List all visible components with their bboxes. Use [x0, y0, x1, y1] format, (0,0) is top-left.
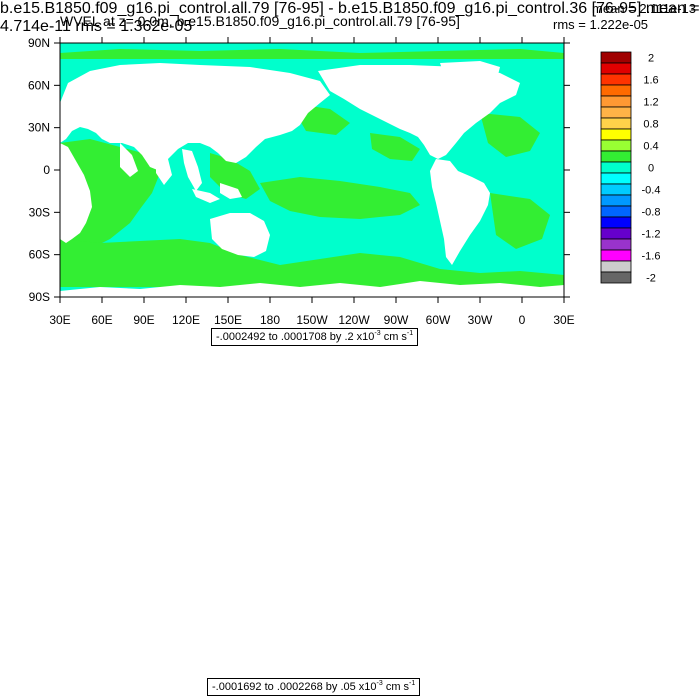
- panel-1-rms: rms = 1.222e-05: [553, 17, 648, 32]
- panel-1-x-tick-label: 120E: [172, 313, 200, 327]
- panel-1-colorbar-swatch: [600, 62, 632, 75]
- panel-2: b.e15.B1850.f09_g16.pi_control.all.79 [7…: [0, 0, 700, 35]
- panel-1-x-tick-label: 60E: [91, 313, 112, 327]
- panel-2-title: b.e15.B1850.f09_g16.pi_control.all.79 [7…: [0, 0, 642, 17]
- panel-1-colorbar-swatch: [600, 117, 632, 130]
- panel-1-colorbar: 2 1.6 1.2 0.8 0.4 0 -0.4 -0.8 -1.2 -1.6 -2: [600, 51, 661, 285]
- panel-2-mean: mean = 4.714e-11: [0, 0, 700, 35]
- panel-1-colorbar-label: 1.6: [643, 75, 658, 87]
- panel-1-colorbar-swatch: [600, 172, 632, 185]
- panel-1-colorbar-label: 1.2: [643, 97, 658, 109]
- panel-1-colorbar-swatch: [600, 73, 632, 86]
- panel-1-colorbar-swatch: [600, 227, 632, 240]
- panel-1-colorbar-swatch: [600, 205, 632, 218]
- panel-1: WVEL at z= 0.0m, b.e15.B1850.f09_g16.pi_…: [28, 1, 696, 327]
- panel-1-colorbar-swatch: [600, 216, 632, 229]
- panel-1-colorbar-swatch: [600, 95, 632, 108]
- panel-1-x-tick-label: 30W: [468, 313, 493, 327]
- panel-1-colorbar-swatch: [600, 249, 632, 262]
- panel-1-y-tick-label: 90N: [28, 36, 50, 50]
- panel-1-colorbar-label: -0.4: [642, 185, 661, 197]
- panel-1-map: [59, 42, 565, 299]
- panel-1-x-tick-label: 30E: [553, 313, 574, 327]
- panel-1-colorbar-swatch: [600, 260, 632, 273]
- panel-1-green-regions: [60, 49, 564, 287]
- panel-1-colorbar-label: -0.8: [642, 207, 661, 219]
- panel-1-x-tick-label: 0: [519, 313, 526, 327]
- panel-1-colorbar-swatch: [600, 139, 632, 152]
- panel-1-y-tick-label: 30S: [29, 205, 50, 219]
- panel-1-colorbar-label: -2: [646, 273, 656, 285]
- panel-1-x-tick-label: 150W: [296, 313, 328, 327]
- panel-1-title: WVEL at z= 0.0m, b.e15.B1850.f09_g16.pi_…: [60, 13, 460, 29]
- panel-1-colorbar-label: 2: [648, 53, 654, 65]
- panel-1-colorbar-label: 0.8: [643, 119, 658, 131]
- panel-1-axes: 30E 60E 90E 120E 150E 180 150W 120W 90W 60W 30W 0 30…: [28, 36, 575, 327]
- panel-1-x-tick-label: 90W: [384, 313, 409, 327]
- panel-1-x-tick-label: 180: [260, 313, 280, 327]
- panel-1-colorbar-swatch: [600, 128, 632, 141]
- panel-1-colorbar-label: -1.6: [642, 251, 661, 263]
- panel-1-colorbar-label: 0.4: [643, 141, 658, 153]
- panel-1-colorbar-swatch: [600, 106, 632, 119]
- panel-1-y-tick-label: 60S: [29, 248, 50, 262]
- panel-1-x-tick-label: 120W: [338, 313, 370, 327]
- panel-1-colorbar-swatch: [600, 161, 632, 174]
- panel-1-y-tick-label: 30N: [28, 121, 50, 135]
- panel-1-colorbar-swatch: [600, 183, 632, 196]
- panel-1-x-tick-label: 150E: [214, 313, 242, 327]
- panel-1-x-tick-label: 90E: [133, 313, 154, 327]
- panel-1-x-tick-label: 30E: [49, 313, 70, 327]
- panel-1-y-tick-label: 60N: [28, 78, 50, 92]
- panel-1-colorbar-swatch: [600, 238, 632, 251]
- panel-1-colorbar-swatch: [600, 194, 632, 207]
- panel-1-x-tick-label: 60W: [426, 313, 451, 327]
- panel-1-mean: mean = 2.111e-13: [592, 1, 696, 16]
- panel-1-y-tick-label: 0: [43, 163, 50, 177]
- panel-1-colorbar-swatch: [600, 150, 632, 163]
- panel-1-colorbar-label: 0: [648, 163, 654, 175]
- panel-1-colorbar-swatch: [600, 84, 632, 97]
- panel-1-colorbar-swatch: [600, 51, 632, 64]
- panel-1-colorbar-swatch: [600, 271, 632, 284]
- panel-1-colorbar-label: -1.2: [642, 229, 661, 241]
- panel-1-range-box: -.0002492 to .0001708 by .2 x10-3 cm s-1: [211, 328, 419, 346]
- panel-2-range-box: -.0001692 to .0002268 by .05 x10-3 cm s-…: [207, 678, 421, 696]
- panel-2-rms: rms = 1.362e-05: [75, 18, 193, 35]
- panel-1-y-tick-label: 90S: [29, 290, 50, 304]
